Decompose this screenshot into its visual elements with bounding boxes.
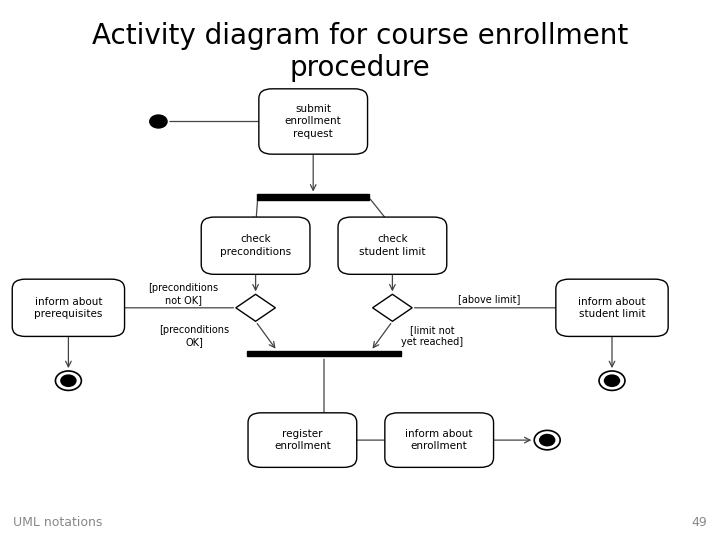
Circle shape [534,430,560,450]
Text: Activity diagram for course enrollment: Activity diagram for course enrollment [92,22,628,50]
Circle shape [150,115,167,128]
Text: UML notations: UML notations [13,516,102,529]
FancyBboxPatch shape [384,413,494,467]
Bar [258,194,369,200]
Bar [246,351,402,356]
Text: 49: 49 [691,516,707,529]
Text: [preconditions
not OK]: [preconditions not OK] [148,283,219,306]
FancyBboxPatch shape [248,413,356,467]
Circle shape [599,371,625,390]
Text: check
preconditions: check preconditions [220,234,291,257]
Text: inform about
prerequisites: inform about prerequisites [35,296,102,319]
Text: register
enrollment: register enrollment [274,429,330,451]
FancyBboxPatch shape [12,279,125,336]
FancyBboxPatch shape [259,89,367,154]
Text: inform about
student limit: inform about student limit [578,296,646,319]
Text: inform about
enrollment: inform about enrollment [405,429,473,451]
Circle shape [55,371,81,390]
Text: check
student limit: check student limit [359,234,426,257]
Polygon shape [236,294,275,321]
Polygon shape [373,294,412,321]
Text: submit
enrollment
request: submit enrollment request [285,104,341,139]
Text: [preconditions
OK]: [preconditions OK] [159,325,230,347]
Circle shape [61,375,76,386]
Text: [above limit]: [above limit] [459,294,521,303]
FancyBboxPatch shape [338,217,446,274]
FancyBboxPatch shape [201,217,310,274]
FancyBboxPatch shape [556,279,668,336]
Text: [limit not
yet reached]: [limit not yet reached] [401,325,463,347]
Circle shape [540,435,554,446]
Circle shape [605,375,619,386]
Text: procedure: procedure [289,54,431,82]
